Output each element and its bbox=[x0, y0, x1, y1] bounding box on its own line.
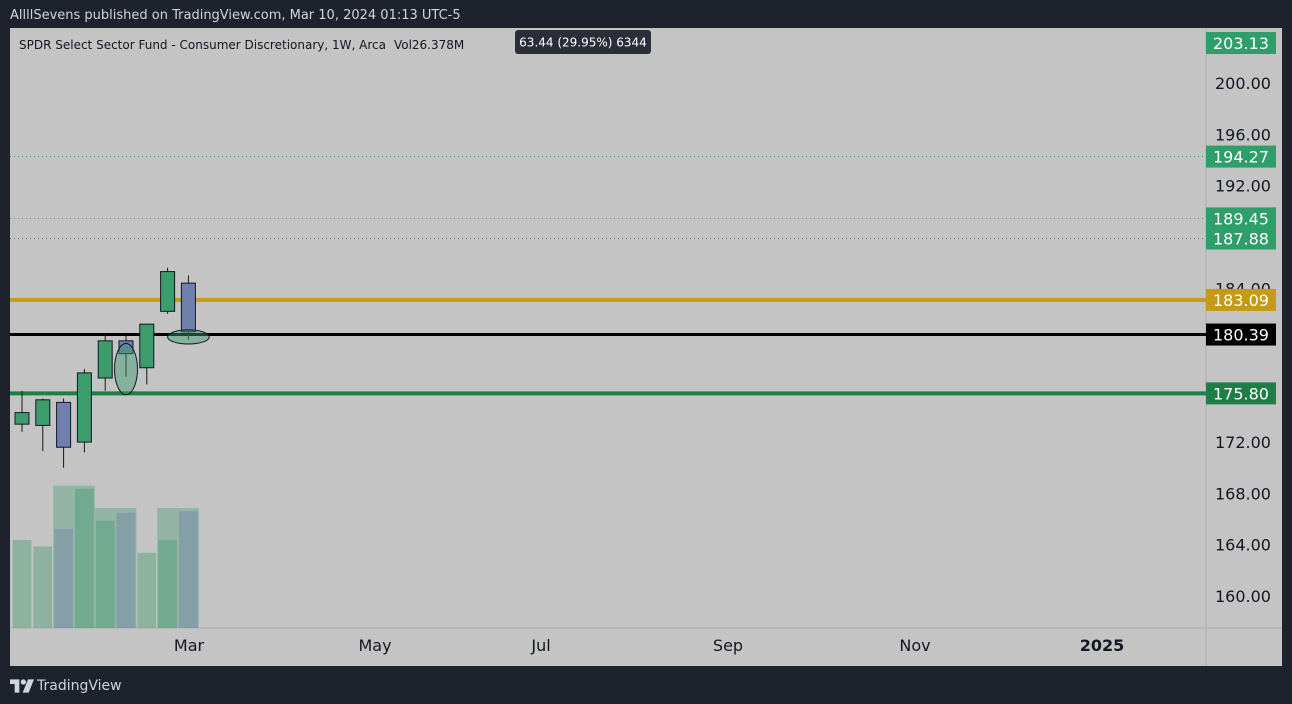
time-axis[interactable] bbox=[10, 628, 1206, 666]
volume-bar bbox=[54, 528, 73, 628]
volume-layer bbox=[12, 485, 199, 628]
price-label-green: 175.80 bbox=[1206, 382, 1276, 405]
price-label-level: 187.88 bbox=[1206, 227, 1276, 250]
ellipse-annotation[interactable] bbox=[167, 329, 210, 345]
candle[interactable] bbox=[35, 398, 51, 452]
volume-bar bbox=[75, 488, 94, 628]
volume-bar bbox=[158, 540, 177, 628]
publisher-text: AllllSevens published on TradingView.com… bbox=[10, 8, 461, 23]
x-tick-label: Mar bbox=[174, 636, 205, 655]
x-tick-label: Nov bbox=[899, 636, 930, 655]
price-label-black-text: 180.39 bbox=[1213, 326, 1269, 345]
candles[interactable] bbox=[14, 267, 196, 468]
price-label-gold-text: 183.09 bbox=[1213, 291, 1269, 310]
price-label-top-text: 203.13 bbox=[1213, 34, 1269, 53]
candle-body bbox=[76, 372, 92, 443]
candle-body bbox=[97, 340, 113, 379]
x-tick-label: Jul bbox=[530, 636, 550, 655]
y-tick-label: 192.00 bbox=[1215, 177, 1271, 196]
candle[interactable] bbox=[14, 390, 30, 432]
candle-body bbox=[180, 282, 196, 333]
footer-brand: TradingView bbox=[37, 678, 122, 694]
price-label-level-text: 187.88 bbox=[1213, 230, 1269, 249]
axis-corner bbox=[1206, 628, 1282, 666]
price-label-level-text: 194.27 bbox=[1213, 148, 1269, 167]
volume-bar bbox=[137, 552, 157, 628]
plot-area[interactable] bbox=[10, 28, 1206, 628]
chart-title: SPDR Select Sector Fund - Consumer Discr… bbox=[19, 38, 386, 52]
y-tick-label: 172.00 bbox=[1215, 433, 1271, 452]
price-label-level-text: 189.45 bbox=[1213, 209, 1269, 228]
candle-body bbox=[35, 399, 51, 426]
volume-bar bbox=[95, 520, 115, 628]
y-tick-label: 160.00 bbox=[1215, 587, 1271, 606]
price-labels: 203.13 194.27 189.45 187.88 183.09 180.39 175.… bbox=[1206, 32, 1276, 405]
candle-body bbox=[160, 271, 176, 312]
volume-box bbox=[53, 485, 95, 628]
x-tick-label: 2025 bbox=[1080, 636, 1125, 655]
candle[interactable] bbox=[76, 369, 92, 453]
candle-body bbox=[14, 412, 30, 425]
price-label-level: 194.27 bbox=[1206, 145, 1276, 168]
candle-body bbox=[56, 401, 72, 448]
volume-bar bbox=[33, 546, 53, 628]
price-ticks: 200.00196.00192.00184.00172.00168.00164.… bbox=[1215, 74, 1271, 606]
y-tick-label: 164.00 bbox=[1215, 536, 1271, 555]
ellipse-annotation[interactable] bbox=[114, 342, 138, 396]
publisher-info: AllllSevens published on TradingView.com… bbox=[0, 0, 1292, 30]
horizontal-lines[interactable] bbox=[10, 297, 1206, 396]
candle[interactable] bbox=[56, 398, 72, 468]
time-ticks: Mar May Jul Sep Nov 2025 bbox=[174, 636, 1124, 655]
volume-bar bbox=[179, 511, 198, 628]
price-label-level: 189.45 bbox=[1206, 207, 1276, 230]
price-label-green-text: 175.80 bbox=[1213, 384, 1269, 403]
ellipse-annotations[interactable] bbox=[114, 329, 210, 396]
price-label-gold: 183.09 bbox=[1206, 288, 1276, 311]
price-label-black: 180.39 bbox=[1206, 323, 1276, 346]
volume-box bbox=[157, 508, 199, 628]
measure-tooltip: 63.44 (29.95%) 6344 bbox=[515, 30, 651, 54]
volume-bar bbox=[12, 540, 32, 628]
y-tick-label: 200.00 bbox=[1215, 74, 1271, 93]
volume-box bbox=[94, 508, 137, 628]
volume-bar bbox=[116, 512, 136, 628]
y-tick-label: 196.00 bbox=[1215, 125, 1271, 144]
chart[interactable]: 200.00196.00192.00184.00172.00168.00164.… bbox=[10, 28, 1282, 668]
tradingview-logo-icon bbox=[10, 679, 34, 693]
price-label-top: 203.13 bbox=[1206, 32, 1276, 54]
candle[interactable] bbox=[97, 333, 113, 391]
dotted-levels bbox=[10, 156, 1206, 240]
footer: TradingView bbox=[0, 668, 1292, 704]
candle-body bbox=[139, 323, 155, 369]
measure-tooltip-text: 63.44 (29.95%) 6344 bbox=[519, 36, 647, 50]
x-tick-label: May bbox=[358, 636, 391, 655]
y-tick-label: 168.00 bbox=[1215, 484, 1271, 503]
volume-label: Vol26.378M bbox=[394, 38, 464, 52]
candle[interactable] bbox=[139, 323, 155, 385]
chart-legend: SPDR Select Sector Fund - Consumer Discr… bbox=[19, 38, 464, 52]
candle[interactable] bbox=[180, 275, 196, 340]
x-tick-label: Sep bbox=[713, 636, 743, 655]
candle[interactable] bbox=[160, 267, 176, 314]
